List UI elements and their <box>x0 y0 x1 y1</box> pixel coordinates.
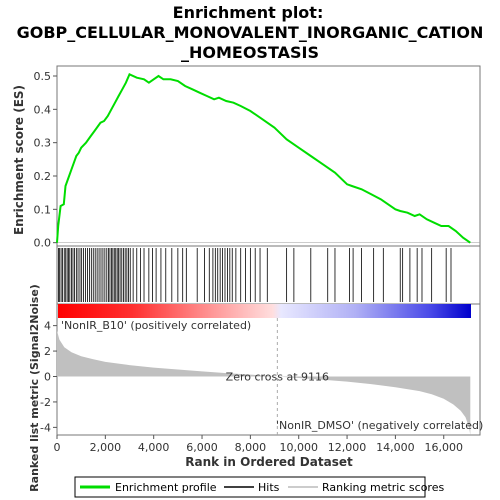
legend-label-enrichment: Enrichment profile <box>115 481 217 494</box>
negative-class-label: 'NonIR_DMSO' (negatively correlated) <box>276 419 483 432</box>
x-tick-label: 14,000 <box>376 441 415 454</box>
x-axis: 0 2,000 4,000 6,000 8,000 10,000 12,000 14,000 1… <box>54 435 463 454</box>
x-tick-label: 8,000 <box>235 441 267 454</box>
hits-panel-frame <box>56 245 481 305</box>
ranked-y-tick-label: 0 <box>44 371 51 384</box>
positive-class-label: 'NonIR_B10' (positively correlated) <box>61 319 251 332</box>
ranked-y-axis: -4 -2 0 2 4 <box>40 320 57 434</box>
x-tick-label: 4,000 <box>138 441 170 454</box>
es-y-tick-label: 0.1 <box>34 203 52 216</box>
es-y-tick-label: 0.3 <box>34 137 52 150</box>
legend-label-hits: Hits <box>258 481 280 494</box>
x-tick-label: 2,000 <box>90 441 122 454</box>
es-y-axis: 0.0 0.1 0.2 0.3 0.4 0.5 <box>34 70 57 250</box>
hits-barcode <box>58 248 452 302</box>
legend: Enrichment profile Hits Ranking metric s… <box>74 476 444 498</box>
x-tick-label: 12,000 <box>328 441 367 454</box>
chart-title-line-2: GOBP_CELLULAR_MONOVALENT_INORGANIC_CATIO… <box>17 23 484 42</box>
zero-cross-label: Zero cross at 9116 <box>226 371 329 384</box>
x-axis-label: Rank in Ordered Dataset <box>185 455 353 469</box>
ranked-y-tick-label: 4 <box>44 320 51 333</box>
x-tick-label: 0 <box>54 441 61 454</box>
x-tick-label: 6,000 <box>186 441 218 454</box>
ranked-y-axis-label: Ranked list metric (Signal2Noise) <box>28 284 41 492</box>
es-y-tick-label: 0.4 <box>34 103 52 116</box>
enrichment-profile-line <box>56 72 471 244</box>
x-tick-label: 16,000 <box>424 441 463 454</box>
legend-label-ranking: Ranking metric scores <box>322 481 444 494</box>
es-y-tick-label: 0.5 <box>34 70 52 83</box>
chart-title-line-1: Enrichment plot: <box>173 3 324 22</box>
es-y-axis-label: Enrichment score (ES) <box>12 85 26 235</box>
ranking-color-bar <box>58 304 471 318</box>
es-y-tick-label: 0.2 <box>34 170 52 183</box>
ranking-metric-area <box>57 330 471 435</box>
es-y-tick-label: 0.0 <box>34 237 52 250</box>
ranked-y-tick-label: -2 <box>40 396 51 409</box>
x-tick-label: 10,000 <box>279 441 318 454</box>
ranked-y-tick-label: -4 <box>40 421 51 434</box>
ranked-y-tick-label: 2 <box>44 345 51 358</box>
chart-title-line-3: _HOMEOSTASIS <box>181 43 319 62</box>
